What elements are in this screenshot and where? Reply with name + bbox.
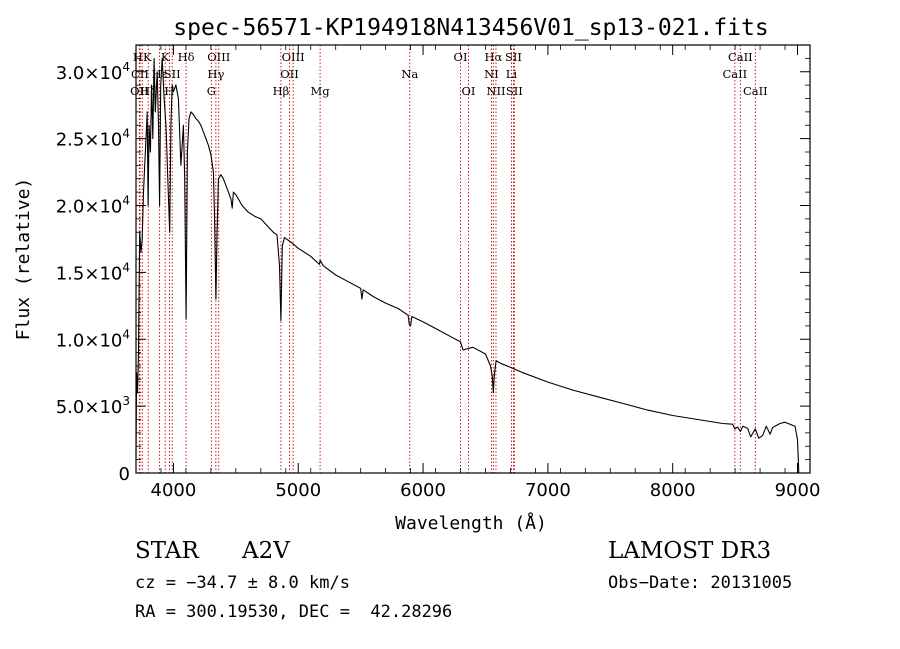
line-marker-label-12: OIII xyxy=(282,50,305,64)
line-marker-label-1: CII xyxy=(131,67,149,81)
y-tick-label-0: 0 xyxy=(119,464,130,485)
line-marker-label-20: SII xyxy=(505,50,522,64)
y-tick-label-4: 2.0×104 xyxy=(56,194,130,218)
survey-name: LAMOST DR3 xyxy=(608,538,772,564)
y-tick-label-6: 3.0×104 xyxy=(56,60,130,84)
object-subclass: A2V xyxy=(242,538,290,564)
line-marker-label-22: Li xyxy=(506,67,518,81)
line-marker-label-14: Hβ xyxy=(273,84,290,98)
line-marker-label-25: CaII xyxy=(728,50,753,64)
line-marker-label-11: G xyxy=(207,84,216,98)
y-axis-label: Flux (relative) xyxy=(13,178,34,341)
line-marker-label-17: OI xyxy=(454,50,468,64)
x-tick-label-4: 8000 xyxy=(650,480,696,501)
coordinates: RA = 300.19530, DEC = 42.28296 xyxy=(135,602,453,622)
line-marker-label-10: Hγ xyxy=(207,67,224,81)
line-marker-label-24: SII xyxy=(506,84,523,98)
line-marker-label-16: Na xyxy=(401,67,418,81)
obs-date: Obs−Date: 20131005 xyxy=(608,573,793,593)
x-tick-label-0: 4000 xyxy=(151,480,197,501)
axis-ticks: 4000 5000 6000 7000 8000 9000 0 5.0×103 1.0×104 1… xyxy=(56,45,821,501)
line-marker-label-2: OII xyxy=(130,84,149,98)
y-tick-label-3: 1.5×104 xyxy=(56,260,130,284)
line-marker-label-23: NII xyxy=(486,84,505,98)
line-marker-label-21: NI xyxy=(484,67,499,81)
y-tick-label-1: 5.0×103 xyxy=(56,394,130,418)
line-marker-label-7: H xyxy=(164,84,174,98)
spectrum-line xyxy=(135,57,800,474)
line-marker-label-27: CaII xyxy=(743,84,768,98)
plot-frame xyxy=(135,44,811,474)
spectrum-plot: spec-56571-KP194918N413456V01_sp13-021.f… xyxy=(13,15,821,534)
line-marker-label-0: HK xyxy=(133,50,152,64)
redshift-readout: cz = −34.7 ± 8.0 km/s xyxy=(135,573,350,593)
chart-title: spec-56571-KP194918N413456V01_sp13-021.f… xyxy=(173,15,768,41)
line-marker-label-9: OIII xyxy=(207,50,230,64)
line-marker-label-18: OI xyxy=(462,84,476,98)
y-tick-label-5: 2.5×104 xyxy=(56,127,130,151)
x-tick-label-3: 7000 xyxy=(525,480,571,501)
x-axis-label: Wavelength (Å) xyxy=(395,512,547,534)
y-tick-label-2: 1.0×104 xyxy=(56,327,130,351)
line-marker-label-5: SII xyxy=(164,67,181,81)
line-marker-label-19: Hα xyxy=(484,50,502,64)
x-tick-label-5: 9000 xyxy=(775,480,821,501)
line-marker-label-8: Hδ xyxy=(178,50,195,64)
x-tick-label-1: 5000 xyxy=(275,480,321,501)
line-marker-label-6: K xyxy=(161,50,170,64)
object-class: STAR xyxy=(135,538,199,564)
line-marker-label-13: OII xyxy=(280,67,299,81)
line-marker-label-26: CaII xyxy=(722,67,747,81)
line-marker-label-15: Mg xyxy=(311,84,331,98)
x-tick-label-2: 6000 xyxy=(400,480,446,501)
